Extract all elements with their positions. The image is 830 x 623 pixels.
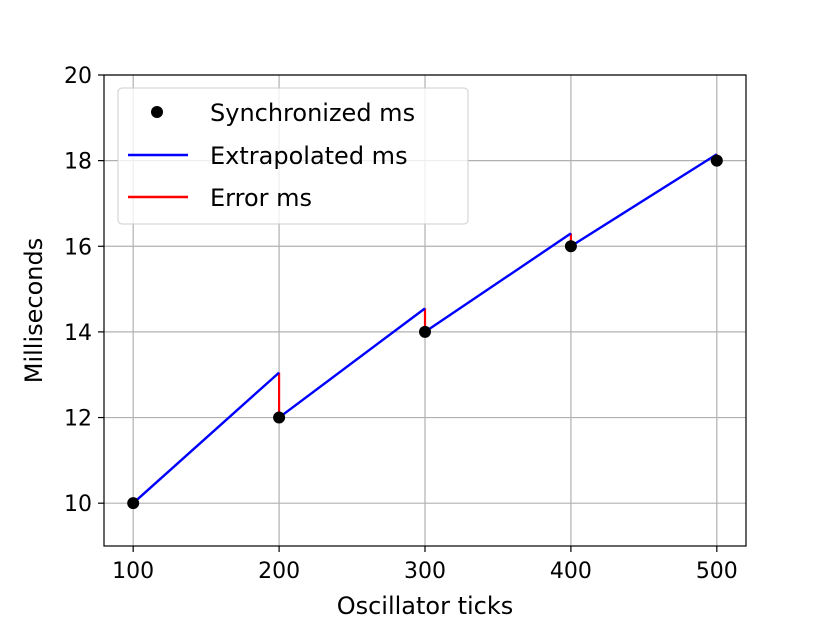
- extrapolated-segment: [132, 371, 280, 505]
- synchronized-point: [127, 497, 140, 510]
- y-tick-label: 10: [64, 492, 92, 517]
- extrapolated-segment: [570, 153, 718, 248]
- synchronized-point: [564, 240, 577, 253]
- y-tick-label: 16: [64, 235, 92, 260]
- legend-label-extrapolated: Extrapolated ms: [210, 142, 408, 170]
- synchronized-point: [710, 154, 723, 167]
- x-tick-label: 300: [404, 559, 446, 584]
- legend-marker-synchronized: [151, 106, 163, 118]
- legend: Synchronized ms Extrapolated ms Error ms: [117, 87, 469, 225]
- legend-label-error: Error ms: [210, 184, 312, 212]
- y-tick-label: 18: [64, 150, 92, 175]
- x-tick-label: 400: [550, 559, 592, 584]
- synchronized-point: [419, 325, 431, 338]
- synchronized-point: [273, 411, 286, 424]
- extrapolated-segments: [132, 153, 718, 505]
- x-tick-label: 100: [112, 559, 154, 584]
- y-axis-ticks: 10 12 14 16 18 20: [64, 64, 104, 517]
- y-tick-label: 12: [64, 407, 92, 432]
- y-tick-label: 14: [64, 321, 92, 346]
- legend-label-synchronized: Synchronized ms: [210, 99, 415, 127]
- y-axis-label: Milliseconds: [20, 238, 48, 383]
- synchronized-points: [127, 154, 723, 510]
- x-axis-label: Oscillator ticks: [337, 592, 514, 620]
- y-tick-label: 20: [64, 64, 92, 89]
- x-axis-ticks: 100 200 300 400 500: [112, 546, 738, 584]
- x-tick-label: 200: [258, 559, 300, 584]
- extrapolated-segment: [278, 307, 426, 419]
- extrapolated-segment: [424, 232, 572, 333]
- legend-box: [117, 87, 469, 225]
- x-tick-label: 500: [696, 559, 738, 584]
